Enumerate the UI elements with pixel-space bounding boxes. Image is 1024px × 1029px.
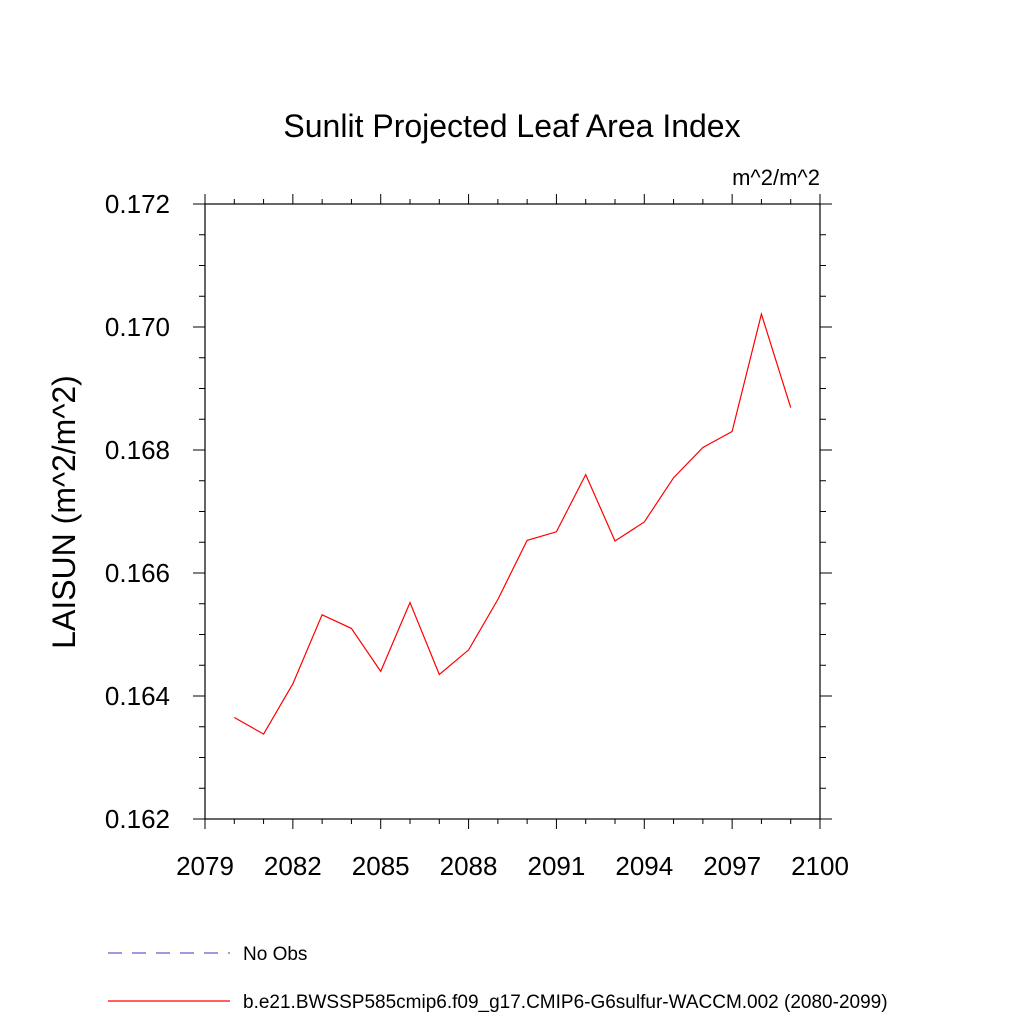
y-axis-label: LAISUN (m^2/m^2) <box>46 375 82 649</box>
y-tick-label: 0.172 <box>105 189 170 219</box>
y-tick-label: 0.168 <box>105 435 170 465</box>
legend: No Obs b.e21.BWSSP585cmip6.f09_g17.CMIP6-… <box>108 944 888 1013</box>
x-tick-label: 2082 <box>264 851 322 881</box>
plot-frame <box>204 203 821 820</box>
y-tick-label: 0.166 <box>105 558 170 588</box>
x-tick-label: 2091 <box>528 851 586 881</box>
x-tick-label: 2079 <box>176 851 234 881</box>
x-tick-label: 2094 <box>615 851 673 881</box>
chart-title: Sunlit Projected Leaf Area Index <box>283 108 740 144</box>
x-tick-label: 2097 <box>703 851 761 881</box>
series-line <box>234 311 792 735</box>
x-tick-label: 2100 <box>791 851 849 881</box>
legend-label: No Obs <box>243 944 307 965</box>
ticks-layer: 2079 2082 2085 2088 2091 2094 2097 2100 0.162 0.1… <box>105 189 849 881</box>
series-layer <box>234 311 792 735</box>
x-tick-label: 2085 <box>352 851 410 881</box>
units-label: m^2/m^2 <box>732 165 820 190</box>
y-tick-label: 0.162 <box>105 804 170 834</box>
x-tick-label: 2088 <box>440 851 498 881</box>
y-tick-label: 0.164 <box>105 681 170 711</box>
legend-label: b.e21.BWSSP585cmip6.f09_g17.CMIP6-G6sulf… <box>243 992 888 1013</box>
y-tick-label: 0.170 <box>105 312 170 342</box>
